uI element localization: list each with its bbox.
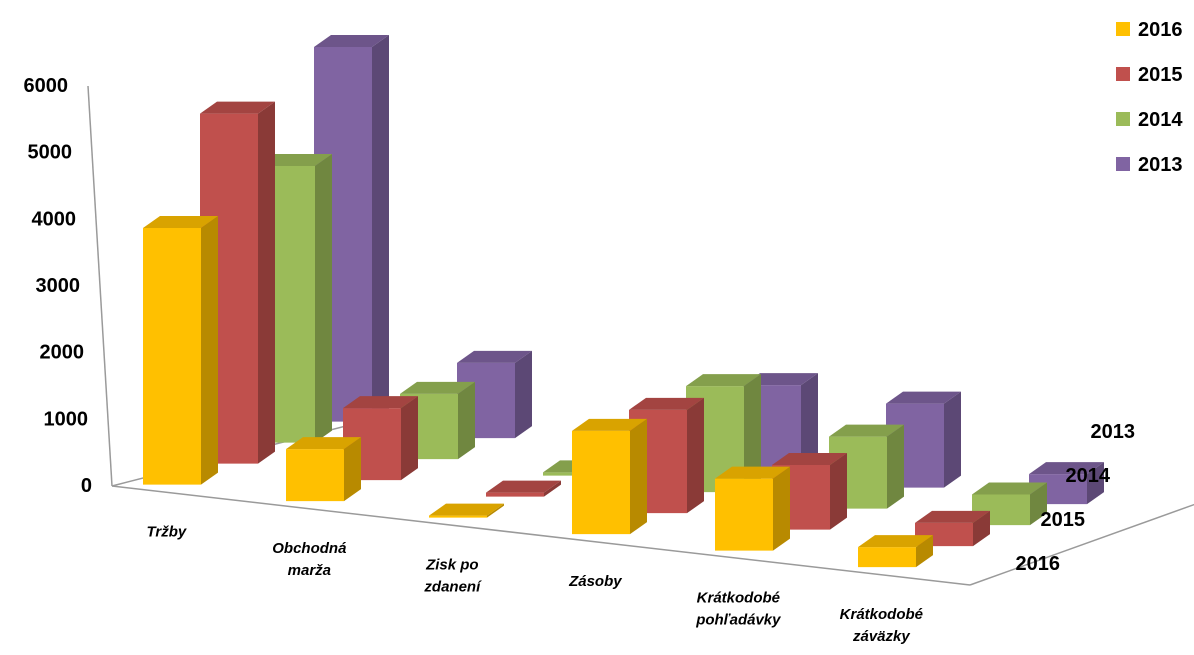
- legend-swatch: [1116, 157, 1130, 171]
- bar-2016-4: [715, 466, 790, 551]
- bar-top-face: [429, 503, 504, 516]
- legend: 2016 2015 2014 2013: [1116, 19, 1183, 176]
- bar-top-face: [486, 480, 561, 493]
- bar-side-face: [1030, 482, 1047, 526]
- bar-top-face: [200, 101, 275, 114]
- bar-top-face: [715, 466, 790, 479]
- chart-bars: [143, 34, 1104, 568]
- bar-2016-2: [429, 503, 504, 518]
- bar-side-face: [830, 452, 847, 530]
- depth-label: 2014: [1066, 465, 1111, 487]
- bar-2016-1: [286, 437, 361, 502]
- legend-swatch: [1116, 67, 1130, 81]
- bar-side-face: [372, 34, 389, 422]
- y-tick-label: 2000: [40, 342, 85, 364]
- bar-side-face: [973, 510, 990, 547]
- legend-label: 2016: [1138, 19, 1183, 41]
- y-tick-label: 4000: [32, 208, 77, 230]
- legend-label: 2015: [1138, 64, 1183, 86]
- y-tick-label: 0: [81, 475, 92, 497]
- category-label: Tržby: [146, 523, 186, 540]
- depth-label: 2015: [1041, 509, 1086, 531]
- bar-top-face: [686, 374, 761, 387]
- bar-top-face: [343, 396, 418, 409]
- depth-axis-line: [969, 503, 1194, 586]
- bar-side-face: [344, 437, 361, 502]
- bar-side-face: [916, 535, 933, 568]
- bar-top-face: [743, 373, 818, 386]
- y-tick-label: 6000: [24, 75, 69, 97]
- legend-swatch: [1116, 22, 1130, 36]
- bar-side-face: [401, 396, 418, 481]
- y-tick-label: 1000: [44, 408, 89, 430]
- bar-2016-5: [858, 535, 933, 568]
- bar-side-face: [944, 391, 961, 488]
- bar-top-face: [772, 452, 847, 465]
- bar-top-face: [972, 482, 1047, 495]
- bar-2015-2: [486, 480, 561, 497]
- bar-front-face: [715, 478, 773, 551]
- bar-front-face: [286, 449, 344, 502]
- bar-2016-3: [572, 418, 647, 535]
- bar-side-face: [887, 424, 904, 509]
- bar-top-face: [257, 153, 332, 166]
- bar-top-face: [886, 391, 961, 404]
- bar-side-face: [201, 215, 218, 485]
- category-label: Zisk po zdanení: [423, 556, 482, 595]
- depth-label: 2016: [1016, 553, 1061, 575]
- y-tick-label: 3000: [36, 275, 81, 297]
- bar-side-face: [773, 466, 790, 551]
- category-label: Krátkodobé pohľadávky: [695, 589, 781, 628]
- bar-top-face: [915, 510, 990, 523]
- bar-side-face: [544, 480, 561, 497]
- bar-top-face: [286, 437, 361, 450]
- bar-top-face: [400, 381, 475, 394]
- bar-side-face: [630, 418, 647, 535]
- depth-label: 2013: [1091, 421, 1136, 443]
- y-axis-ticks: 0 1000 2000 3000 4000 5000 6000: [24, 75, 93, 497]
- x-axis-line: [111, 485, 971, 586]
- legend-swatch: [1116, 112, 1130, 126]
- y-axis-line: [87, 85, 113, 487]
- bar-side-face: [258, 101, 275, 464]
- bar-side-face: [515, 350, 532, 439]
- bar-side-face: [487, 503, 504, 518]
- bar-top-face: [858, 535, 933, 548]
- bar-front-face: [858, 547, 916, 568]
- bar-top-face: [1029, 462, 1104, 475]
- category-label: Obchodná marža: [272, 540, 346, 579]
- depth-axis-labels: 2013 2014 2015 2016: [1016, 421, 1136, 575]
- bar-side-face: [687, 397, 704, 514]
- bar-top-face: [629, 397, 704, 410]
- bar-front-face: [572, 430, 630, 535]
- bar-side-face: [801, 373, 818, 472]
- bar-top-face: [143, 215, 218, 228]
- bar-2016-0: [143, 215, 218, 485]
- category-labels: Tržby Obchodná marža Zisk po zdanení Zásoby Kr…: [146, 523, 923, 645]
- bar-side-face: [315, 153, 332, 443]
- bar-top-face: [572, 418, 647, 431]
- y-tick-label: 5000: [28, 142, 73, 164]
- bar-side-face: [1087, 462, 1104, 505]
- category-label: Zásoby: [568, 573, 622, 590]
- category-label: Krátkodobé záväzky: [840, 606, 923, 645]
- bar-side-face: [744, 374, 761, 493]
- legend-label: 2014: [1138, 109, 1183, 131]
- bar-front-face: [486, 492, 544, 497]
- bar-front-face: [143, 227, 201, 485]
- bar-top-face: [314, 34, 389, 47]
- bar-side-face: [458, 381, 475, 460]
- bar-top-face: [829, 424, 904, 437]
- legend-label: 2013: [1138, 154, 1183, 176]
- bar-front-face: [429, 515, 487, 518]
- bar-top-face: [457, 350, 532, 363]
